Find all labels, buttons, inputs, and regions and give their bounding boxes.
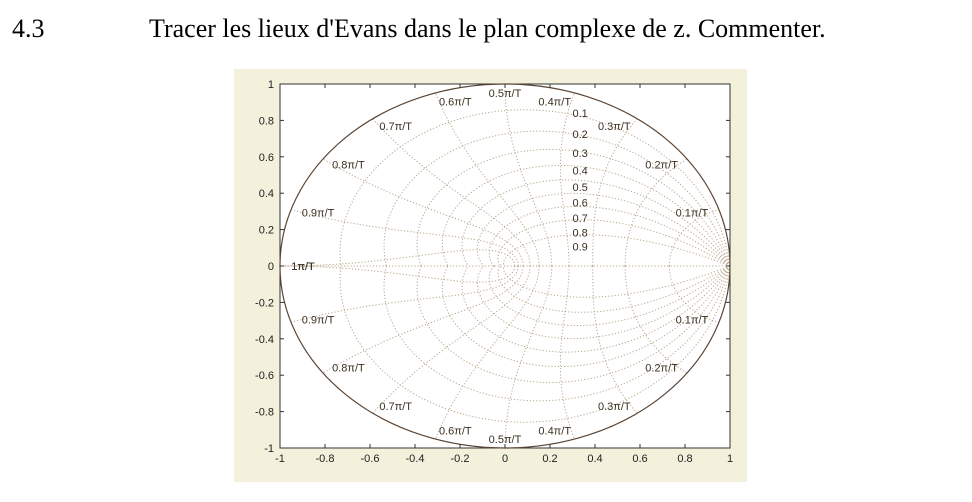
x-tick-label-6: 0.2	[542, 453, 557, 465]
frequency-curve-upper-5	[435, 92, 540, 266]
damping-label-5: 0.6	[573, 197, 588, 209]
x-tick-label-5: 0	[502, 453, 508, 465]
damping-curve-lower-3	[441, 265, 731, 368]
y-tick-label-1: 0.8	[259, 115, 274, 127]
x-tick-label-0: -1	[275, 453, 285, 465]
frequency-label-lower-4: 0.5π/T	[489, 434, 522, 446]
damping-curve-lower-5	[476, 265, 731, 340]
damping-curve-lower-0	[339, 265, 731, 423]
frequency-label-upper-8: 0.9π/T	[302, 208, 335, 220]
x-tick-label-9: 0.8	[677, 453, 692, 465]
frequency-label-upper-6: 0.7π/T	[379, 121, 412, 133]
damping-label-4: 0.5	[573, 182, 588, 194]
y-tick-label-10: -1	[264, 443, 274, 455]
frequency-label-lower-6: 0.7π/T	[379, 401, 412, 413]
y-tick-label-9: -0.8	[255, 407, 274, 419]
frequency-label-upper-4: 0.5π/T	[489, 88, 522, 100]
x-tick-label-3: -0.4	[406, 453, 425, 465]
frequency-curve-lower-3	[559, 266, 575, 440]
frequency-curve-upper-3	[559, 92, 575, 266]
y-tick-label-4: 0.2	[259, 225, 274, 237]
frequency-label-upper-2: 0.3π/T	[598, 121, 631, 133]
frequency-curve-upper-7	[322, 158, 524, 267]
grid-layer	[279, 83, 731, 449]
x-tick-label-4: -0.2	[451, 453, 470, 465]
damping-curve-lower-4	[461, 265, 731, 353]
frequency-curve-lower-2	[592, 266, 638, 414]
damping-curve-upper-6	[488, 205, 731, 267]
damping-label-1: 0.2	[573, 129, 588, 141]
frequency-label-lower-7: 0.8π/T	[332, 363, 365, 375]
x-tick-label-7: 0.4	[587, 453, 602, 465]
damping-curve-upper-0	[339, 109, 731, 267]
damping-label-6: 0.7	[573, 213, 588, 225]
grid-label-layer: 0.1 0.2 0.3 0.4 0.5 0.6 0.7 0.8 0.9 0.1π/T 0.1π/T 0…	[291, 88, 708, 446]
question-text: Tracer les lieux d'Evans dans le plan co…	[149, 14, 826, 43]
frequency-curve-lower-7	[322, 265, 524, 374]
damping-label-0: 0.1	[573, 108, 588, 120]
tick-layer: -1 -0.8 -0.6 -0.4 -0.2 0 0.2 0.4 0.6 0.8 1 1 0.8 0.6 0…	[255, 79, 733, 465]
y-tick-label-0: 1	[268, 79, 274, 91]
x-tick-label-10: 1	[727, 453, 733, 465]
frequency-curve-upper-1	[624, 158, 688, 267]
frequency-label-lower-3: 0.4π/T	[538, 425, 571, 437]
y-tick-label-5: 0	[268, 261, 274, 273]
damping-curve-lower-6	[488, 265, 731, 327]
question-number: 4.3	[12, 14, 45, 43]
damping-curve-upper-1	[383, 130, 731, 267]
frequency-label-upper-9: 1π/T	[291, 261, 315, 273]
frequency-label-lower-8: 0.9π/T	[302, 314, 335, 326]
damping-curve-lower-2	[416, 265, 731, 384]
y-tick-label-3: 0.4	[259, 188, 274, 200]
frequency-label-lower-1: 0.2π/T	[645, 363, 678, 375]
y-tick-label-7: -0.4	[255, 334, 274, 346]
x-tick-label-2: -0.6	[361, 453, 380, 465]
frequency-label-lower-0: 0.1π/T	[676, 314, 709, 326]
frequency-curve-lower-1	[624, 265, 688, 374]
zgrid-figure: 0.1 0.2 0.3 0.4 0.5 0.6 0.7 0.8 0.9 0.1π/T 0.1π/T 0…	[234, 69, 747, 482]
damping-label-2: 0.3	[573, 148, 588, 160]
y-tick-label-2: 0.6	[259, 152, 274, 164]
frequency-label-lower-9: 1π/T	[291, 261, 315, 273]
damping-curve-upper-3	[441, 164, 731, 267]
damping-curve-upper-5	[476, 192, 731, 267]
damping-curve-upper-2	[416, 148, 731, 267]
frequency-curve-upper-2	[592, 118, 638, 266]
frequency-label-lower-2: 0.3π/T	[598, 401, 631, 413]
frequency-curve-lower-9	[279, 265, 516, 283]
frequency-label-upper-5: 0.6π/T	[439, 97, 472, 109]
damping-label-3: 0.4	[573, 165, 588, 177]
frequency-label-upper-3: 0.4π/T	[538, 97, 571, 109]
damping-curve-lower-1	[383, 265, 731, 402]
frequency-label-upper-1: 0.2π/T	[645, 159, 678, 171]
damping-label-7: 0.8	[573, 228, 588, 240]
frequency-curve-upper-9	[279, 249, 516, 267]
frequency-label-upper-0: 0.1π/T	[676, 208, 709, 220]
x-tick-label-8: 0.6	[632, 453, 647, 465]
damping-label-8: 0.9	[573, 242, 588, 254]
y-tick-label-8: -0.6	[255, 370, 274, 382]
frequency-curve-lower-5	[435, 266, 540, 440]
x-tick-label-1: -0.8	[316, 453, 335, 465]
y-tick-label-6: -0.2	[255, 297, 274, 309]
frequency-label-lower-5: 0.6π/T	[439, 425, 472, 437]
damping-curve-upper-4	[461, 179, 731, 267]
frequency-label-upper-7: 0.8π/T	[332, 159, 365, 171]
zgrid-plot: 0.1 0.2 0.3 0.4 0.5 0.6 0.7 0.8 0.9 0.1π/T 0.1π/T 0…	[255, 79, 733, 465]
